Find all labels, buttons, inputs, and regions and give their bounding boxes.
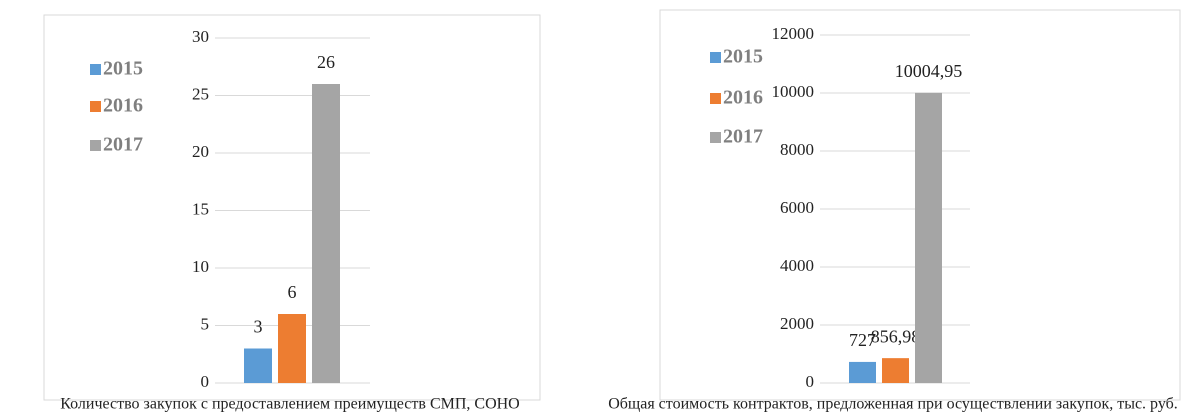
y-tick-label: 0 <box>201 372 210 391</box>
bar <box>278 314 306 383</box>
y-tick-label: 8000 <box>780 140 814 159</box>
legend-swatch <box>710 52 721 63</box>
data-label: 6 <box>288 282 297 302</box>
chart-title: Количество закупок с предоставлением пре… <box>60 396 519 413</box>
legend-label: 2017 <box>723 126 763 148</box>
legend-label: 2017 <box>103 134 143 156</box>
y-tick-label: 25 <box>192 84 209 103</box>
y-tick-label: 20 <box>192 142 209 161</box>
legend-swatch <box>710 132 721 143</box>
bar <box>849 361 876 383</box>
data-label: 727 <box>849 330 876 350</box>
y-tick-label: 10 <box>192 257 209 276</box>
y-tick-label: 2000 <box>780 314 814 333</box>
y-tick-label: 30 <box>192 27 209 46</box>
y-tick-label: 6000 <box>780 198 814 217</box>
y-tick-label: 5 <box>201 314 210 333</box>
chart-frame <box>43 14 541 401</box>
legend-label: 2015 <box>103 58 143 80</box>
y-tick-label: 4000 <box>780 256 814 275</box>
data-label: 10004,95 <box>895 61 963 81</box>
data-label: 856,98 <box>871 326 921 346</box>
legend-swatch <box>710 93 721 104</box>
legend-swatch <box>90 101 101 112</box>
chart-frame <box>659 9 1181 401</box>
bar <box>244 348 272 383</box>
bar <box>312 84 340 383</box>
chart-title: Общая стоимость контрактов, предложенная… <box>608 396 1178 413</box>
data-label: 26 <box>317 52 335 72</box>
data-label: 3 <box>254 317 263 337</box>
y-tick-label: 0 <box>806 372 815 391</box>
bar <box>915 92 942 384</box>
legend-swatch <box>90 140 101 151</box>
legend-label: 2016 <box>723 87 763 109</box>
bar <box>882 358 909 383</box>
y-tick-label: 10000 <box>772 82 815 101</box>
y-tick-label: 15 <box>192 199 209 218</box>
y-tick-label: 12000 <box>772 24 815 43</box>
legend-swatch <box>90 64 101 75</box>
legend-label: 2015 <box>723 46 763 68</box>
legend-label: 2016 <box>103 95 143 117</box>
